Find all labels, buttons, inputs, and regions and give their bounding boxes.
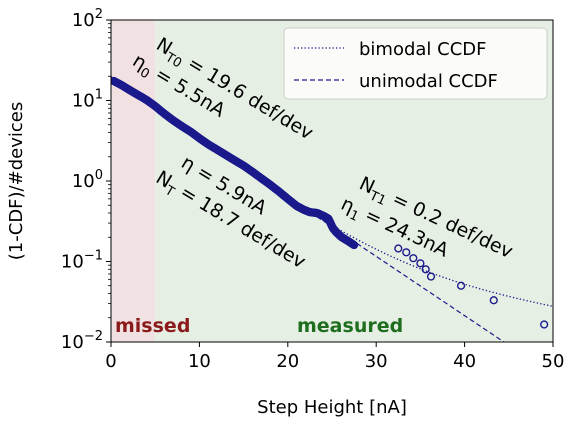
y-tick-label: 10−1: [61, 249, 103, 273]
y-axis: 102 101 100 10−1 10−2: [61, 7, 111, 353]
data-point: [540, 320, 549, 329]
data-point: [416, 259, 425, 268]
data-point: [409, 254, 418, 263]
x-axis-label: Step Height [nA]: [257, 397, 407, 418]
y-axis-label: (1-CDF)/#devices: [6, 102, 27, 260]
missed-label: missed: [115, 315, 190, 337]
y-tick-label: 101: [72, 88, 103, 112]
data-point: [489, 296, 498, 305]
data-point: [394, 244, 403, 253]
x-tick-label: 0: [105, 351, 116, 372]
y-tick-label: 102: [72, 7, 103, 31]
x-axis: 0 10 20 30 40 50: [105, 342, 564, 372]
data-point: [426, 272, 436, 281]
x-tick-label: 10: [188, 351, 211, 372]
measured-label: measured: [297, 315, 403, 337]
data-point: [402, 248, 411, 257]
x-tick-label: 20: [276, 351, 299, 372]
data-point: [421, 265, 430, 274]
missed-region: [111, 20, 156, 342]
legend-unimodal-label: unimodal CCDF: [359, 71, 498, 92]
x-tick-label: 50: [542, 351, 565, 372]
legend: bimodal CCDF unimodal CCDF: [283, 27, 548, 100]
legend-bimodal-label: bimodal CCDF: [359, 39, 487, 60]
legend-box: [283, 27, 548, 100]
y-tick-label: 100: [72, 168, 103, 192]
x-tick-label: 40: [453, 351, 476, 372]
measured-data-points: [111, 76, 549, 329]
data-point: [456, 281, 466, 290]
x-tick-label: 30: [365, 351, 388, 372]
data-point: [350, 240, 359, 250]
y-tick-label: 10−2: [61, 329, 103, 353]
